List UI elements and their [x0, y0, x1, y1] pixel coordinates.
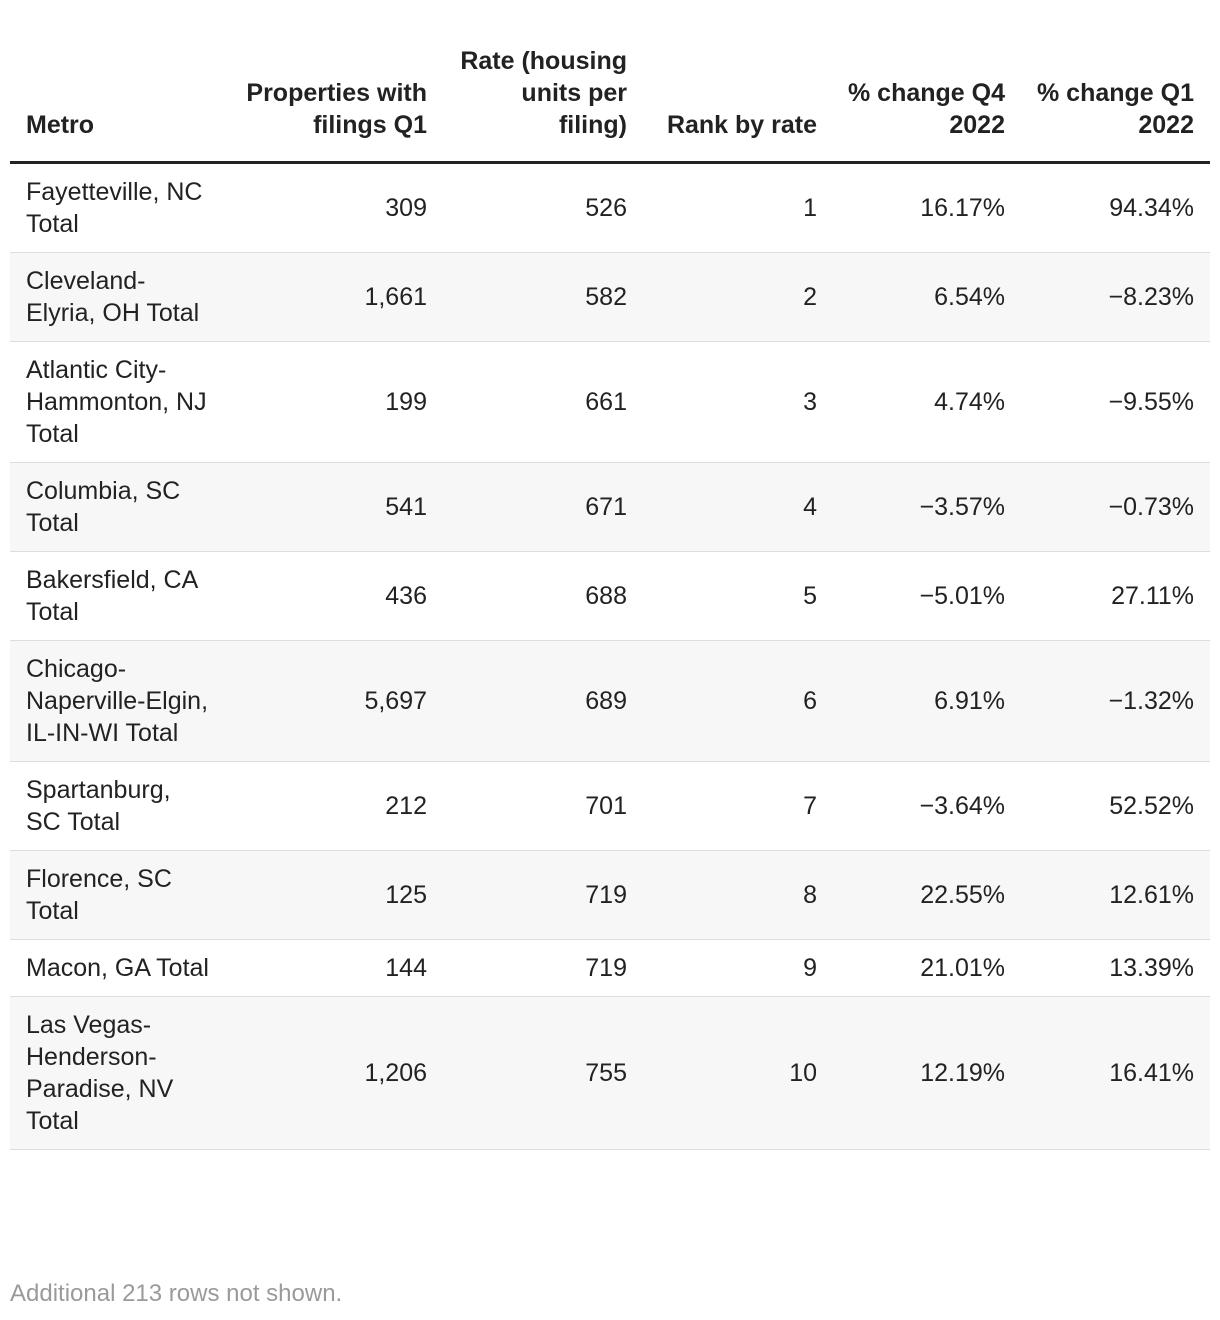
value-cell: −3.64% [833, 761, 1021, 851]
table-row: Florence, SC Total 125 719 8 22.55% 12.61% [10, 850, 1210, 940]
value-cell: −3.57% [833, 462, 1021, 552]
metro-cell: Florence, SC Total [10, 850, 217, 940]
value-cell: 526 [443, 162, 643, 253]
metro-cell: Spartanburg, SC Total [10, 761, 217, 851]
metro-cell: Bakersfield, CA Total [10, 551, 217, 641]
value-cell: 309 [217, 162, 443, 253]
value-cell: 16.17% [833, 162, 1021, 253]
value-cell: 6.91% [833, 640, 1021, 762]
value-cell: 16.41% [1021, 996, 1210, 1150]
table-head: Metro Properties with filings Q1 Rate (hou… [10, 45, 1210, 164]
value-cell: −0.73% [1021, 462, 1210, 552]
column-header: Properties with filings Q1 [217, 45, 443, 164]
table-row: Macon, GA Total 144 719 9 21.01% 13.39% [10, 939, 1210, 997]
value-cell: 5,697 [217, 640, 443, 762]
value-cell: −1.32% [1021, 640, 1210, 762]
value-cell: 3 [643, 341, 833, 463]
metro-cell: Cleveland-Elyria, OH Total [10, 252, 217, 342]
column-header: Rate (housing units per filing) [443, 45, 643, 164]
table-body: Fayetteville, NC Total 309 526 1 16.17% 94.34… [10, 162, 1210, 1150]
value-cell: 12.19% [833, 996, 1021, 1150]
value-cell: 2 [643, 252, 833, 342]
footer-note: Additional 213 rows not shown. [10, 1280, 343, 1307]
value-cell: 582 [443, 252, 643, 342]
value-cell: 1,661 [217, 252, 443, 342]
value-cell: 1 [643, 162, 833, 253]
value-cell: 541 [217, 462, 443, 552]
value-cell: 199 [217, 341, 443, 463]
value-cell: 144 [217, 939, 443, 997]
value-cell: 52.52% [1021, 761, 1210, 851]
column-header: Rank by rate [643, 45, 833, 164]
value-cell: 125 [217, 850, 443, 940]
metro-cell: Fayetteville, NC Total [10, 162, 217, 253]
value-cell: 13.39% [1021, 939, 1210, 997]
value-cell: 1,206 [217, 996, 443, 1150]
table-row: Las Vegas-Henderson-Paradise, NV Total 1,… [10, 996, 1210, 1150]
value-cell: 12.61% [1021, 850, 1210, 940]
value-cell: 755 [443, 996, 643, 1150]
value-cell: 21.01% [833, 939, 1021, 997]
value-cell: 671 [443, 462, 643, 552]
metro-cell: Las Vegas-Henderson-Paradise, NV Total [10, 996, 217, 1150]
value-cell: 212 [217, 761, 443, 851]
value-cell: 719 [443, 939, 643, 997]
table-row: Atlantic City-Hammonton, NJ Total 199 661 3… [10, 341, 1210, 463]
table-row: Cleveland-Elyria, OH Total 1,661 582 2 6.54%… [10, 252, 1210, 342]
value-cell: −9.55% [1021, 341, 1210, 463]
value-cell: 7 [643, 761, 833, 851]
value-cell: 10 [643, 996, 833, 1150]
value-cell: 688 [443, 551, 643, 641]
value-cell: 4.74% [833, 341, 1021, 463]
value-cell: 22.55% [833, 850, 1021, 940]
table-row: Spartanburg, SC Total 212 701 7 −3.64% 52.52% [10, 761, 1210, 851]
value-cell: 94.34% [1021, 162, 1210, 253]
value-cell: 27.11% [1021, 551, 1210, 641]
value-cell: 436 [217, 551, 443, 641]
value-cell: 689 [443, 640, 643, 762]
metro-cell: Macon, GA Total [10, 939, 217, 997]
column-header: % change Q1 2022 [1021, 45, 1210, 164]
header-row: Metro Properties with filings Q1 Rate (hou… [10, 45, 1210, 164]
table-row: Chicago-Naperville-Elgin, IL-IN-WI Total… [10, 640, 1210, 762]
column-header: % change Q4 2022 [833, 45, 1021, 164]
metro-cell: Atlantic City-Hammonton, NJ Total [10, 341, 217, 463]
metro-cell: Chicago-Naperville-Elgin, IL-IN-WI Total [10, 640, 217, 762]
value-cell: 5 [643, 551, 833, 641]
value-cell: 719 [443, 850, 643, 940]
value-cell: 6.54% [833, 252, 1021, 342]
metro-cell: Columbia, SC Total [10, 462, 217, 552]
value-cell: 661 [443, 341, 643, 463]
table-row: Fayetteville, NC Total 309 526 1 16.17% 94.34… [10, 162, 1210, 253]
table-wrap: Metro Properties with filings Q1 Rate (hou… [10, 45, 1210, 1150]
value-cell: −8.23% [1021, 252, 1210, 342]
value-cell: 9 [643, 939, 833, 997]
table-row: Columbia, SC Total 541 671 4 −3.57% −0.73% [10, 462, 1210, 552]
value-cell: 701 [443, 761, 643, 851]
column-header: Metro [10, 45, 217, 164]
value-cell: 4 [643, 462, 833, 552]
value-cell: 6 [643, 640, 833, 762]
value-cell: 8 [643, 850, 833, 940]
table-row: Bakersfield, CA Total 436 688 5 −5.01% 27.11% [10, 551, 1210, 641]
data-table: Metro Properties with filings Q1 Rate (hou… [10, 45, 1210, 1150]
value-cell: −5.01% [833, 551, 1021, 641]
